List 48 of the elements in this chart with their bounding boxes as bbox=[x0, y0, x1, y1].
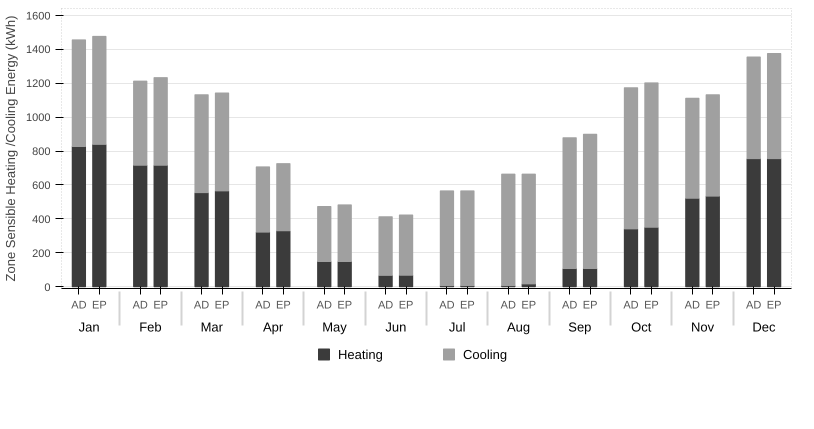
category-label: AD bbox=[500, 300, 516, 312]
category-label: EP bbox=[521, 300, 536, 312]
category-label: Mar bbox=[200, 320, 223, 334]
category-label: May bbox=[322, 320, 347, 334]
y-tick-label: 1200 bbox=[26, 78, 51, 90]
category-label: AD bbox=[439, 300, 455, 312]
category-label: Jul bbox=[448, 320, 466, 334]
y-tick-label: 1400 bbox=[26, 44, 51, 56]
legend-label: Heating bbox=[338, 347, 383, 362]
category-label: AD bbox=[316, 300, 332, 312]
y-tick-label: 600 bbox=[32, 180, 51, 192]
category-label: EP bbox=[582, 300, 598, 312]
category-label: EP bbox=[705, 300, 720, 312]
y-tick-label: 0 bbox=[44, 282, 51, 294]
category-label: AD bbox=[746, 300, 762, 312]
category-label: EP bbox=[460, 300, 475, 312]
category-label: EP bbox=[337, 300, 352, 312]
category-label: Apr bbox=[263, 320, 284, 334]
category-label: AD bbox=[132, 300, 148, 312]
category-label: Oct bbox=[631, 320, 652, 334]
category-label: Jan bbox=[78, 320, 100, 334]
category-label: Feb bbox=[139, 320, 162, 334]
category-label: AD bbox=[71, 300, 87, 312]
y-tick-label: 800 bbox=[32, 146, 51, 158]
category-label: Dec bbox=[752, 320, 776, 334]
category-label: AD bbox=[623, 300, 639, 312]
legend-label: Cooling bbox=[463, 347, 508, 362]
category-label: EP bbox=[276, 300, 291, 312]
category-label: EP bbox=[766, 300, 782, 312]
category-label: Nov bbox=[690, 320, 714, 334]
y-tick-label: 200 bbox=[32, 248, 51, 260]
category-label: AD bbox=[194, 300, 210, 312]
category-label: AD bbox=[562, 300, 578, 312]
y-tick-label: 1000 bbox=[26, 112, 51, 124]
category-label: AD bbox=[378, 300, 394, 312]
category-label: EP bbox=[214, 300, 230, 312]
category-label: EP bbox=[92, 300, 107, 312]
y-axis-title: Zone Sensible Heating /Cooling Energy (kWh) bbox=[3, 16, 18, 282]
category-label: EP bbox=[153, 300, 168, 312]
category-label: EP bbox=[398, 300, 414, 312]
category-label: Aug bbox=[506, 320, 530, 334]
y-tick-label: 1600 bbox=[26, 10, 51, 22]
category-label: Jun bbox=[385, 320, 406, 334]
category-label: AD bbox=[684, 300, 700, 312]
category-label: EP bbox=[644, 300, 659, 312]
category-label: AD bbox=[255, 300, 271, 312]
category-label: Sep bbox=[568, 320, 592, 334]
y-tick-label: 400 bbox=[32, 214, 51, 226]
